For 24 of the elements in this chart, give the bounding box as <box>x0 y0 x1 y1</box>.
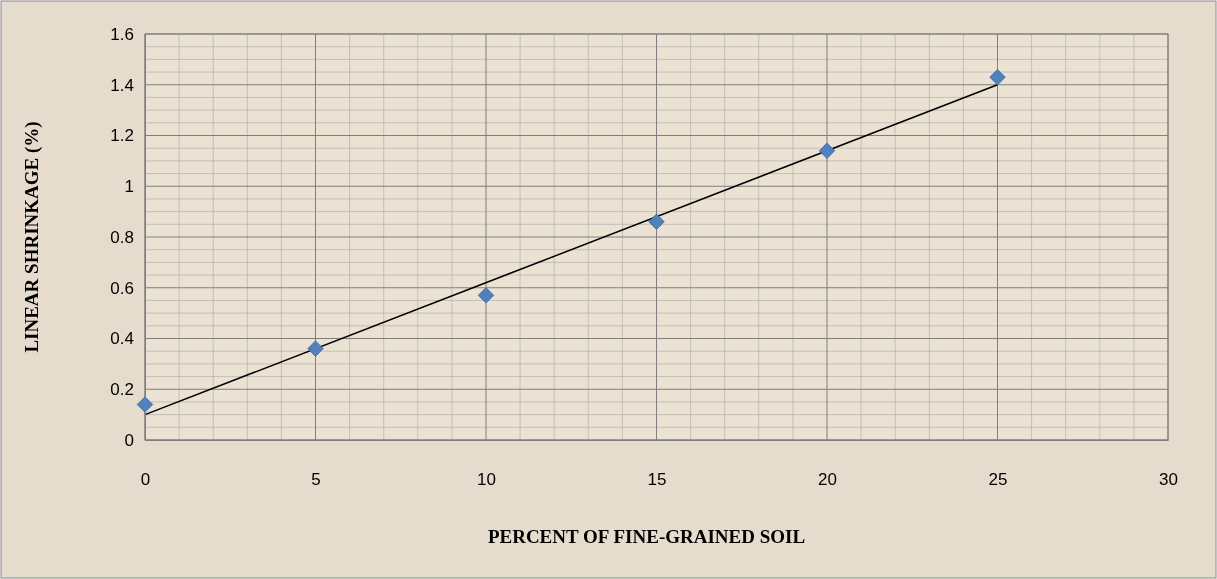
x-tick-label: 15 <box>647 470 667 490</box>
x-tick-label: 20 <box>818 470 837 490</box>
y-tick-label: 1.6 <box>110 24 134 44</box>
x-tick-label: 0 <box>140 470 151 490</box>
x-tick-label: 5 <box>311 470 321 490</box>
y-tick-label: 0.8 <box>110 227 134 247</box>
y-tick-label: 1.4 <box>110 75 134 95</box>
y-tick-label: 1 <box>124 177 134 197</box>
y-tick-label: 0 <box>124 430 134 450</box>
y-tick-label: 1.2 <box>110 126 134 146</box>
y-tick-label: 0.2 <box>110 380 134 400</box>
y-axis-title: LINEAR SHRINKAGE (%) <box>21 121 43 353</box>
x-axis-title: PERCENT OF FINE-GRAINED SOIL <box>487 526 806 547</box>
point <box>818 142 836 159</box>
x-tick-label: 30 <box>1159 470 1178 490</box>
point <box>989 68 1006 86</box>
y-tick-label: 0.4 <box>110 329 134 349</box>
point <box>477 287 495 304</box>
point <box>648 213 665 230</box>
x-tick-label: 25 <box>988 470 1008 490</box>
x-tick-label: 10 <box>477 470 496 490</box>
point <box>136 396 154 413</box>
point <box>307 340 324 357</box>
y-tick-label: 0.6 <box>110 278 134 298</box>
